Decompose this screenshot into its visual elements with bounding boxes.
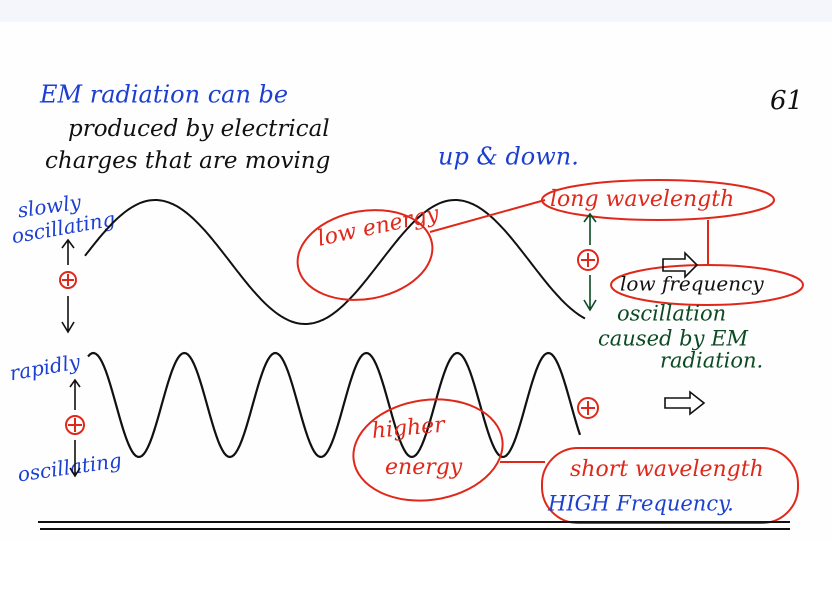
note: oscillation	[617, 302, 726, 326]
note: caused by EM	[598, 327, 748, 351]
intro-line: EM radiation can be	[39, 81, 288, 109]
arrows	[38, 212, 790, 530]
note: radiation.	[660, 349, 763, 373]
top-strip	[0, 0, 832, 22]
intro-line: charges that are moving	[45, 148, 330, 174]
oval-label: short wavelength	[570, 457, 764, 482]
oval-label: low frequency	[620, 272, 764, 296]
oval-label: long wavelength	[550, 187, 734, 212]
oval-label: HIGH Frequency.	[547, 492, 734, 516]
annotations	[59, 179, 804, 524]
page	[0, 0, 832, 540]
short-wave	[87, 351, 582, 459]
long-wave	[84, 199, 586, 325]
page-number: 61	[770, 86, 803, 116]
oval-label: energy	[385, 455, 463, 480]
intro-line: produced by electrical	[68, 116, 330, 142]
intro-line: up & down.	[438, 143, 579, 171]
